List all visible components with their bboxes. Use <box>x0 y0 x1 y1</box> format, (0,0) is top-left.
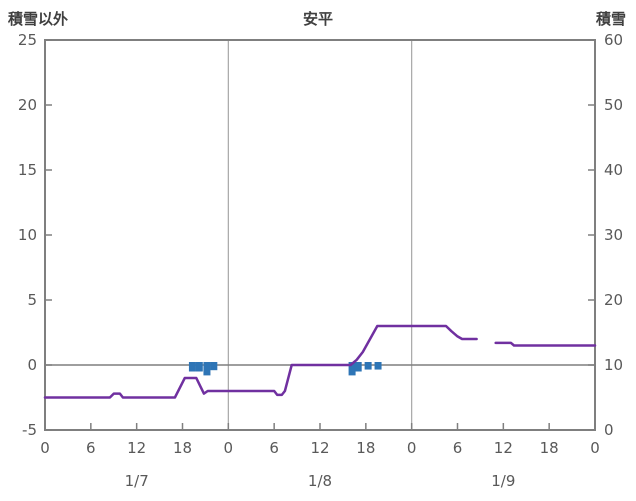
hour-tick-label: 18 <box>540 439 559 457</box>
date-label: 1/7 <box>125 472 149 490</box>
precip-bars-bar <box>195 362 203 372</box>
hour-tick-label: 18 <box>356 439 375 457</box>
hour-tick-label: 0 <box>590 439 600 457</box>
precip-bars-bar <box>364 362 372 370</box>
date-label: 1/9 <box>491 472 515 490</box>
right-axis-tick-label: 10 <box>604 356 623 374</box>
snow-line-path <box>43 324 597 399</box>
precip-bars-bar <box>203 362 211 376</box>
hour-tick-label: 0 <box>40 439 50 457</box>
hour-tick-label: 18 <box>173 439 192 457</box>
hour-tick-label: 6 <box>269 439 279 457</box>
right-axis-tick-label: 0 <box>604 421 614 439</box>
right-axis-tick-label: 60 <box>604 31 623 49</box>
left-axis-tick-label: 5 <box>27 291 37 309</box>
precip-bars-bar <box>354 362 362 372</box>
left-axis-tick-label: 20 <box>18 96 37 114</box>
hour-tick-label: 0 <box>407 439 417 457</box>
right-axis-tick-label: 30 <box>604 226 623 244</box>
date-label: 1/8 <box>308 472 332 490</box>
right-axis-tick-label: 20 <box>604 291 623 309</box>
hour-tick-label: 6 <box>86 439 96 457</box>
left-axis-tick-label: -5 <box>22 421 37 439</box>
left-axis-tick-label: 0 <box>27 356 37 374</box>
hour-tick-label: 12 <box>127 439 146 457</box>
precip-bars-bar <box>348 362 356 376</box>
left-axis-tick-label: 25 <box>18 31 37 49</box>
right-axis-tick-label: 50 <box>604 96 623 114</box>
hour-tick-label: 12 <box>310 439 329 457</box>
hour-tick-label: 6 <box>453 439 463 457</box>
precip-bars-bar <box>188 362 196 372</box>
precip-bars-bar <box>210 362 218 371</box>
left-axis-tick-label: 10 <box>18 226 37 244</box>
left-axis-title: 積雪以外 <box>8 10 69 28</box>
hour-tick-label: 0 <box>224 439 234 457</box>
precip-bars-bar <box>374 362 382 370</box>
plot-border <box>44 39 596 431</box>
right-axis-title: 積雪 <box>595 10 626 28</box>
hour-tick-label: 12 <box>494 439 513 457</box>
left-axis-tick-label: 15 <box>18 161 37 179</box>
chart-title: 安平 <box>302 10 333 28</box>
right-axis-tick-label: 40 <box>604 161 623 179</box>
